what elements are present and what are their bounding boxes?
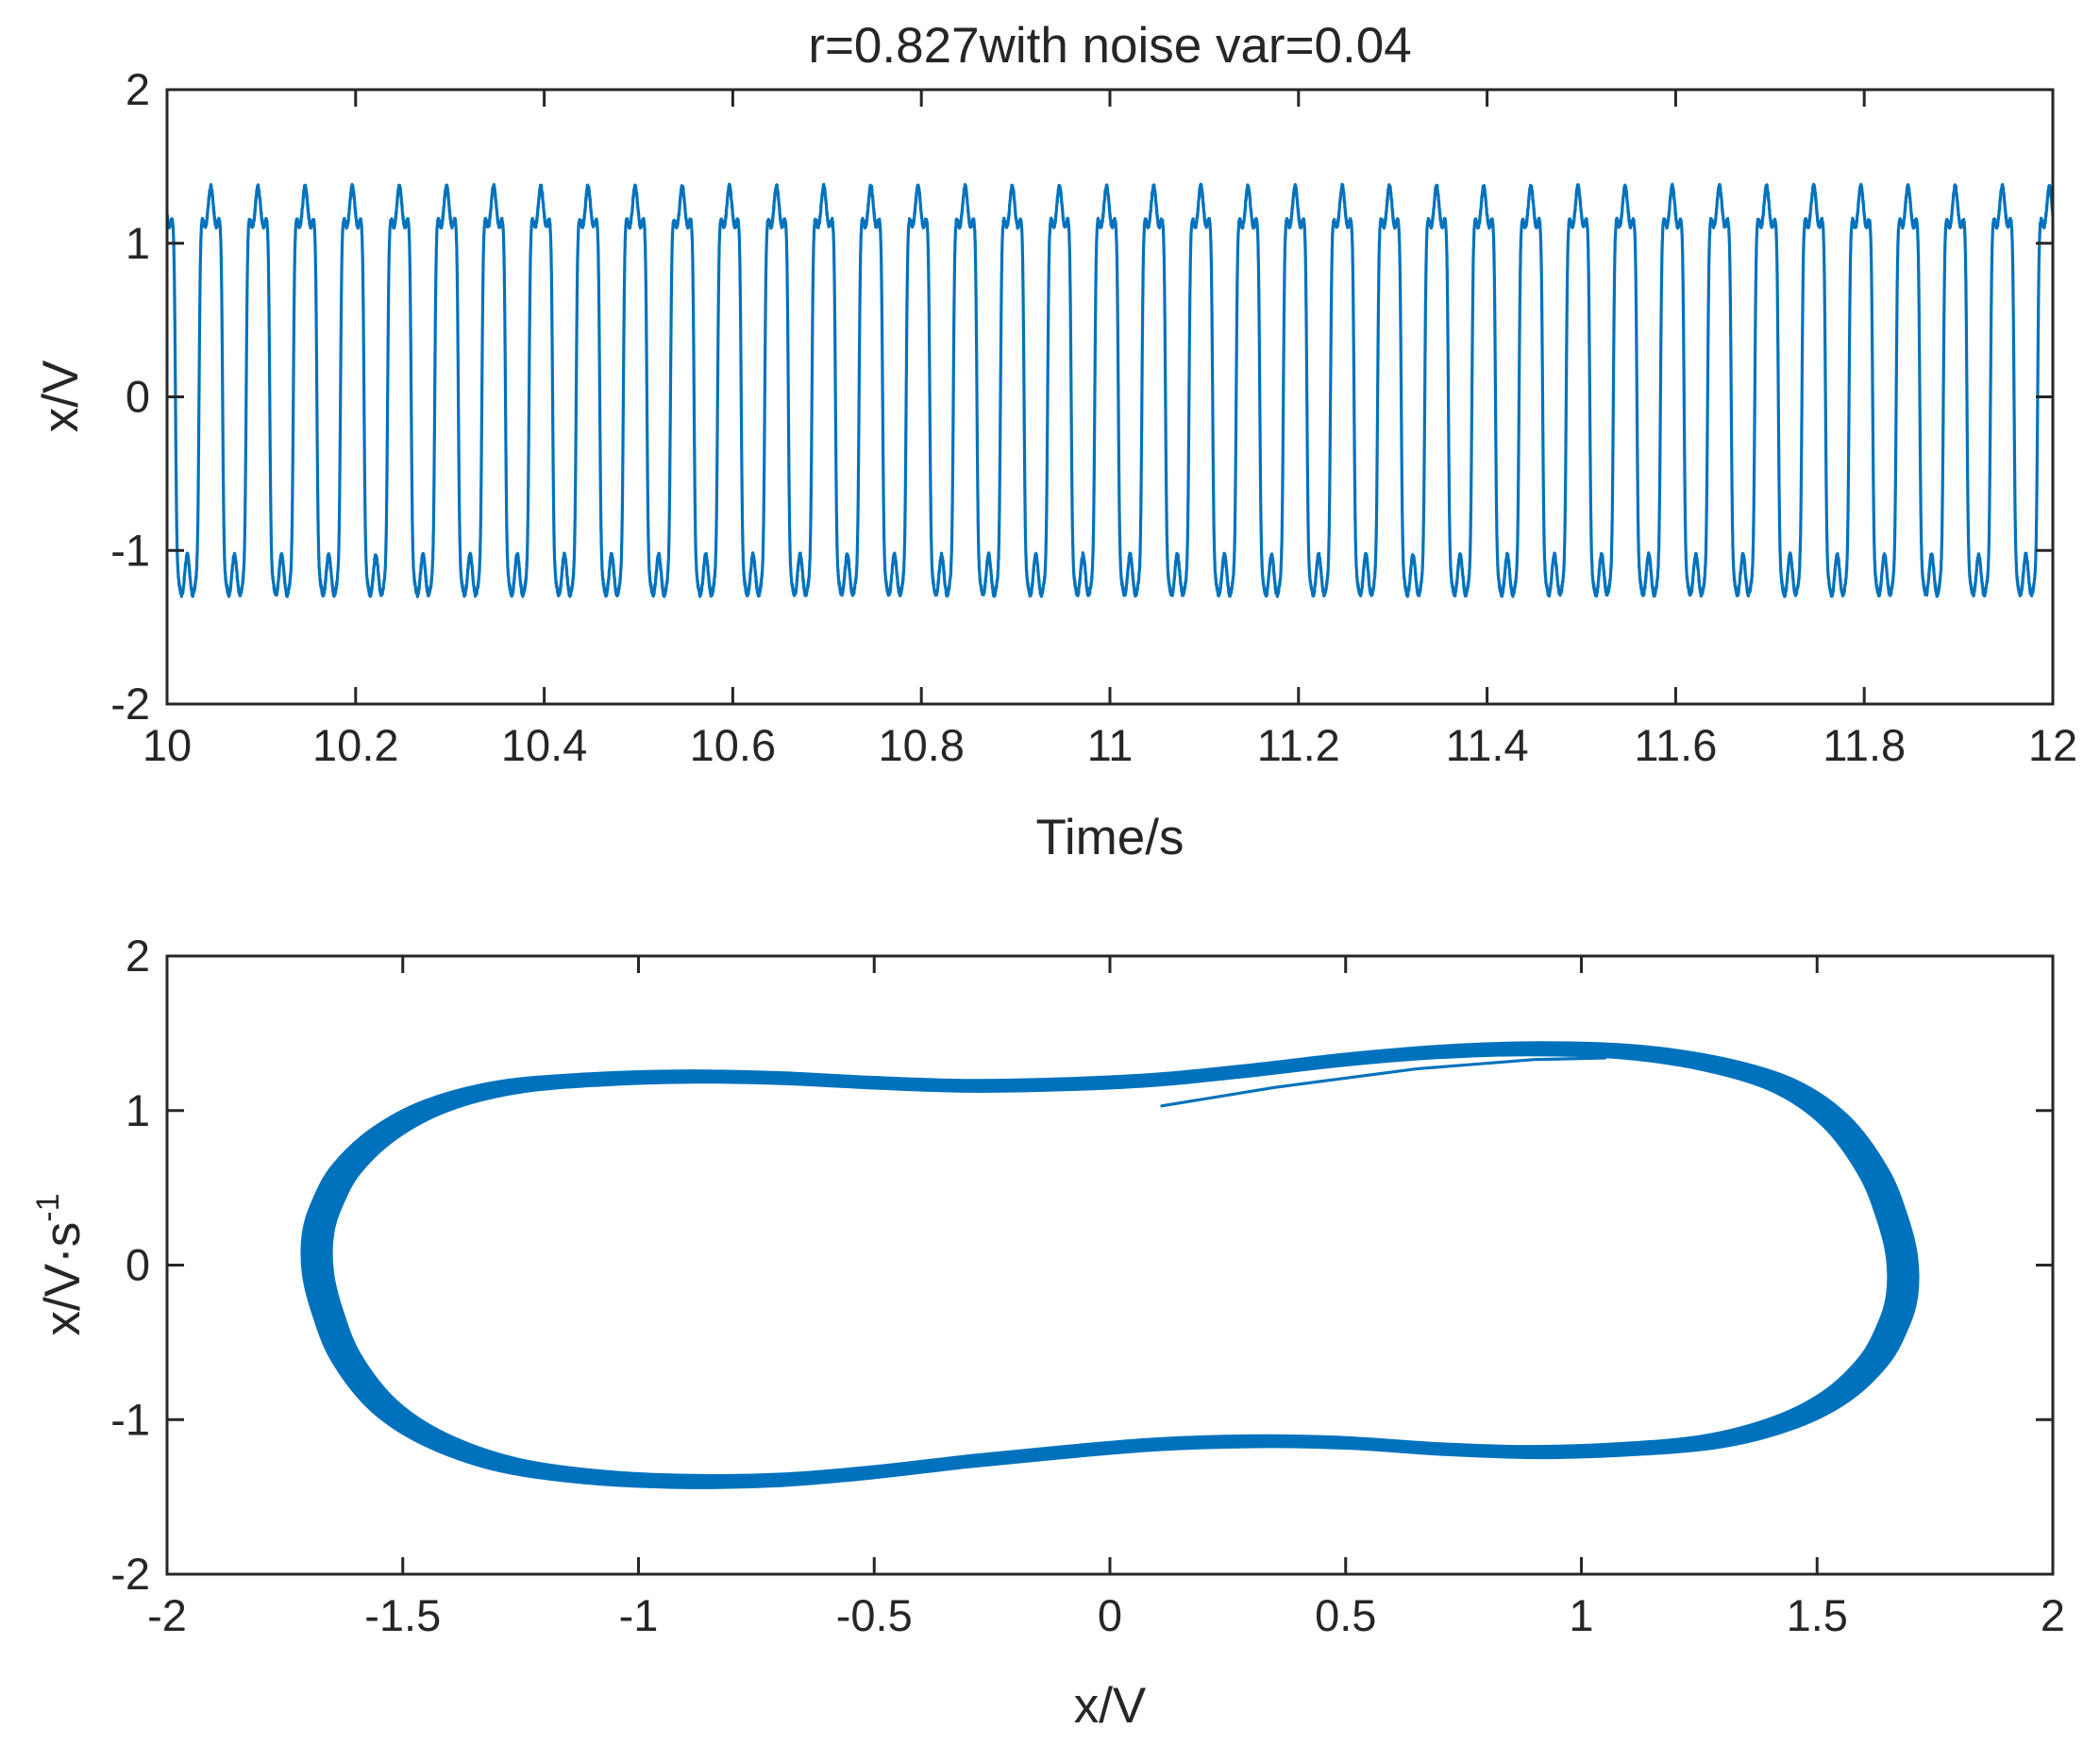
x-tick-label: 0 <box>1098 1590 1122 1640</box>
y-axis-label: x/V·s-1 <box>30 1194 91 1336</box>
time-series-axes: r=0.827with noise var=0.04 10 10.2 10.4 10.… <box>33 18 2077 865</box>
time-series-ticks: 10 10.2 10.4 10.6 10.8 11 11.2 11.4 11.6 11.8 12-2… <box>110 64 2077 770</box>
x-tick-label: 11.6 <box>1634 720 1717 770</box>
x-tick-label: 10.2 <box>312 720 398 770</box>
x-tick-label: 11.2 <box>1257 720 1340 770</box>
x-tick-label: 1.5 <box>1787 1590 1848 1640</box>
chart-title: r=0.827with noise var=0.04 <box>808 18 1411 74</box>
y-tick-label: 0 <box>126 372 150 422</box>
transient-trajectory <box>1160 1056 1607 1108</box>
time-series-line <box>165 182 2055 598</box>
x-tick-label: 12 <box>2028 720 2077 770</box>
y-tick-label: -1 <box>110 525 150 575</box>
phase-portrait-ticks: -2 -1.5 -1 -0.5 0 0.5 1 1.5 2 -2 -1 0 1 2 <box>110 931 2065 1640</box>
y-tick-label: 2 <box>126 931 150 981</box>
y-tick-label: 1 <box>126 218 150 268</box>
x-tick-label: -1.5 <box>364 1590 441 1640</box>
x-tick-label: 0.5 <box>1315 1590 1376 1640</box>
time-series-plot <box>165 182 2055 598</box>
x-tick-label: 2 <box>2041 1590 2065 1640</box>
y-axis-label-base: x/V·s <box>35 1222 91 1336</box>
x-tick-label: 11.8 <box>1823 720 1906 770</box>
x-tick-label: 10.4 <box>501 720 587 770</box>
x-tick-label: 1 <box>1569 1590 1593 1640</box>
x-axis-label: x/V <box>1074 1678 1147 1734</box>
y-tick-label: 2 <box>126 64 150 114</box>
x-tick-label: 10 <box>143 720 192 770</box>
x-tick-label: -2 <box>147 1590 187 1640</box>
y-tick-label: -2 <box>110 679 150 729</box>
y-tick-label: 0 <box>126 1240 150 1290</box>
x-axis-label: Time/s <box>1035 810 1184 865</box>
limit-cycle-loop <box>300 1041 1920 1489</box>
x-tick-label: 10.8 <box>878 720 964 770</box>
x-tick-label: -0.5 <box>836 1590 913 1640</box>
x-tick-label: -1 <box>619 1590 659 1640</box>
y-axis-label: x/V <box>33 360 89 432</box>
y-tick-label: 1 <box>126 1085 150 1135</box>
x-tick-label: 11 <box>1087 720 1134 770</box>
y-axis-label-superscript: -1 <box>30 1194 66 1222</box>
x-tick-label: 11.4 <box>1446 720 1529 770</box>
y-tick-label: -2 <box>110 1549 150 1599</box>
y-tick-label: -1 <box>110 1394 150 1444</box>
x-tick-label: 10.6 <box>690 720 776 770</box>
phase-portrait-plot <box>300 1041 1920 1489</box>
